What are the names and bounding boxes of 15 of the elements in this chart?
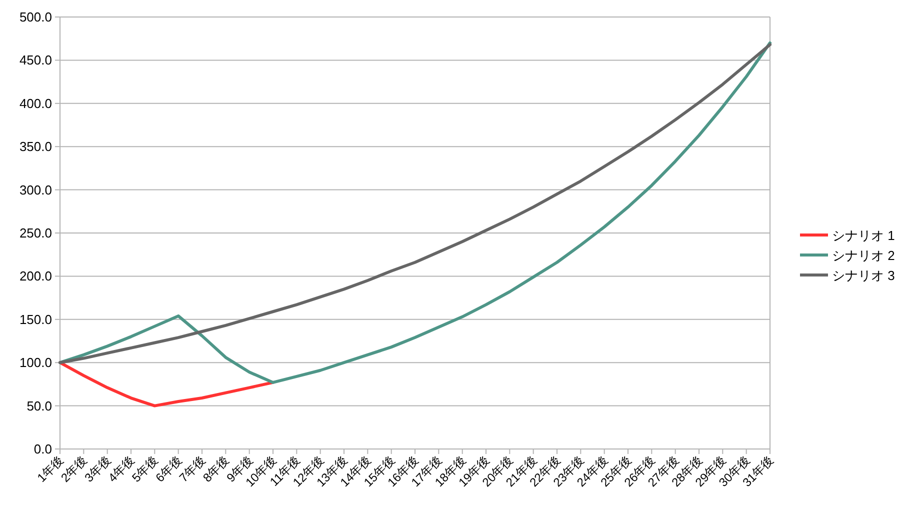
y-tick-label: 200.0 xyxy=(19,268,52,284)
y-tick-label: 150.0 xyxy=(19,312,52,327)
y-tick-label: 100.0 xyxy=(19,355,52,370)
y-tick-label: 450.0 xyxy=(19,52,52,68)
legend-label: シナリオ 2 xyxy=(832,248,895,263)
y-tick-label: 300.0 xyxy=(19,182,52,198)
y-tick-label: 250.0 xyxy=(19,226,52,240)
legend-label: シナリオ 3 xyxy=(832,268,895,283)
y-tick-label: 50.0 xyxy=(26,398,52,414)
y-tick-label: 500.0 xyxy=(19,10,52,24)
legend-label: シナリオ 1 xyxy=(832,228,895,243)
y-tick-label: 400.0 xyxy=(19,96,52,111)
y-tick-label: 0.0 xyxy=(34,442,52,456)
y-tick-label: 350.0 xyxy=(19,139,52,154)
line-series xyxy=(58,361,274,408)
